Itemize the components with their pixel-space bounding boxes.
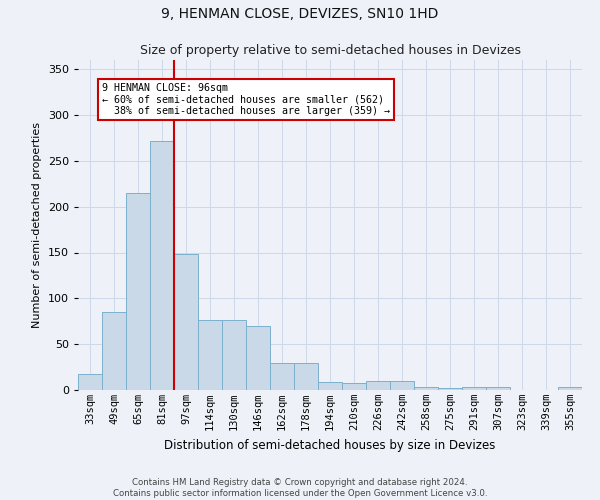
Title: Size of property relative to semi-detached houses in Devizes: Size of property relative to semi-detach…	[139, 44, 521, 58]
Y-axis label: Number of semi-detached properties: Number of semi-detached properties	[32, 122, 42, 328]
Bar	[366, 381, 390, 390]
Bar	[222, 320, 246, 390]
Bar	[486, 387, 510, 390]
Bar	[462, 387, 486, 390]
Bar	[246, 326, 270, 390]
Text: Contains HM Land Registry data © Crown copyright and database right 2024.
Contai: Contains HM Land Registry data © Crown c…	[113, 478, 487, 498]
Bar	[294, 364, 318, 390]
Text: 9 HENMAN CLOSE: 96sqm
← 60% of semi-detached houses are smaller (562)
  38% of s: 9 HENMAN CLOSE: 96sqm ← 60% of semi-deta…	[102, 83, 390, 116]
Bar	[342, 382, 366, 390]
Bar	[174, 254, 198, 390]
Bar	[414, 387, 438, 390]
Text: 9, HENMAN CLOSE, DEVIZES, SN10 1HD: 9, HENMAN CLOSE, DEVIZES, SN10 1HD	[161, 8, 439, 22]
Bar	[390, 381, 414, 390]
X-axis label: Distribution of semi-detached houses by size in Devizes: Distribution of semi-detached houses by …	[164, 438, 496, 452]
Bar	[438, 388, 462, 390]
Bar	[558, 387, 582, 390]
Bar	[102, 312, 126, 390]
Bar	[78, 374, 102, 390]
Bar	[150, 140, 174, 390]
Bar	[126, 193, 150, 390]
Bar	[318, 382, 342, 390]
Bar	[270, 364, 294, 390]
Bar	[198, 320, 222, 390]
